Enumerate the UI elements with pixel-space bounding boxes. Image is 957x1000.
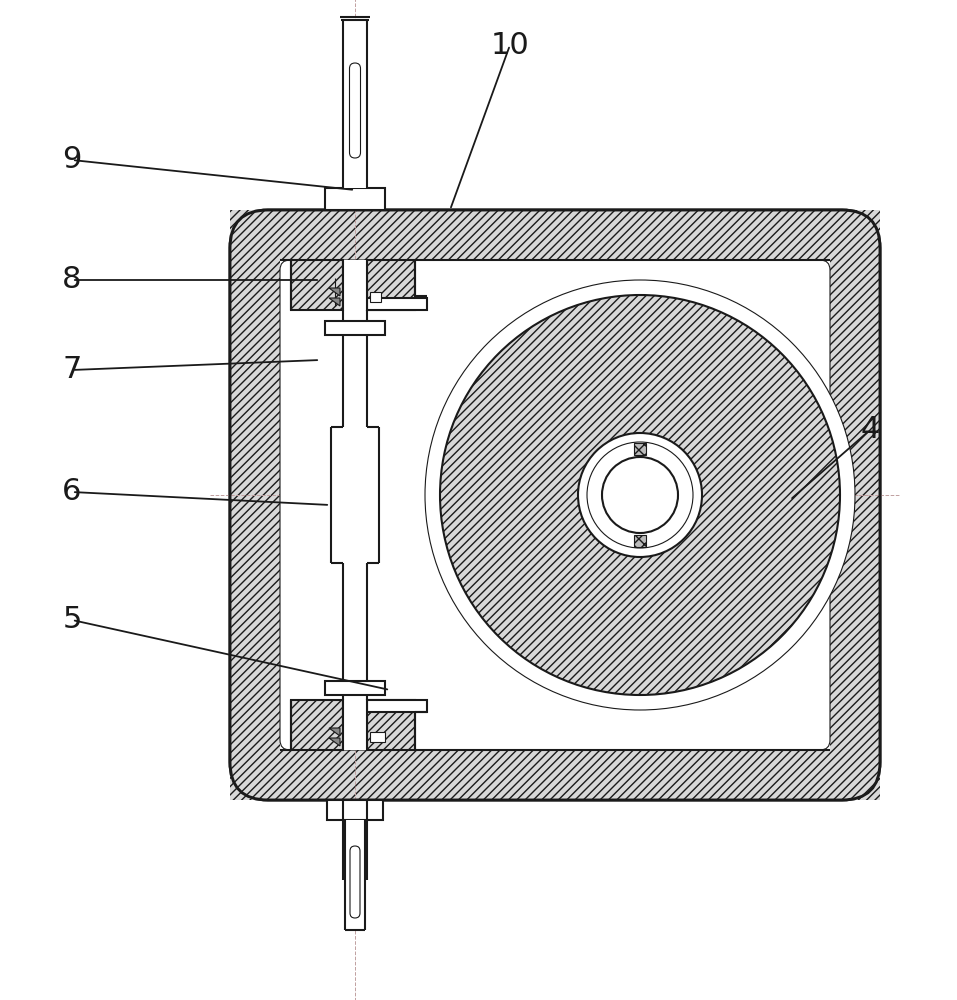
FancyBboxPatch shape xyxy=(230,210,880,800)
Text: 6: 6 xyxy=(62,478,81,506)
FancyBboxPatch shape xyxy=(280,260,830,750)
Bar xyxy=(367,700,415,750)
Bar xyxy=(367,700,415,750)
Bar xyxy=(291,260,343,310)
Bar xyxy=(291,700,343,750)
Polygon shape xyxy=(370,732,385,742)
Bar xyxy=(367,298,427,310)
Bar xyxy=(343,800,367,880)
Bar xyxy=(367,700,427,712)
Bar xyxy=(343,310,367,700)
Bar xyxy=(325,188,385,210)
Text: 4: 4 xyxy=(860,416,879,444)
Bar xyxy=(230,260,280,750)
Bar xyxy=(230,210,880,260)
Text: 10: 10 xyxy=(491,30,529,60)
Bar xyxy=(367,260,415,310)
FancyBboxPatch shape xyxy=(349,63,361,158)
Bar xyxy=(327,800,383,820)
Bar xyxy=(325,681,385,695)
Text: 7: 7 xyxy=(62,356,81,384)
Circle shape xyxy=(425,280,855,710)
Bar xyxy=(343,20,367,188)
Bar xyxy=(343,260,367,310)
Bar xyxy=(345,820,365,930)
Bar xyxy=(634,443,646,455)
Circle shape xyxy=(578,433,702,557)
Bar xyxy=(830,260,880,750)
Bar xyxy=(367,260,415,310)
Bar xyxy=(291,700,343,750)
Circle shape xyxy=(440,295,840,695)
Bar xyxy=(331,427,379,563)
FancyBboxPatch shape xyxy=(350,846,360,918)
Bar xyxy=(291,260,343,310)
Polygon shape xyxy=(329,298,340,306)
Polygon shape xyxy=(370,292,381,302)
Text: 9: 9 xyxy=(62,145,81,174)
Circle shape xyxy=(602,457,678,533)
Bar xyxy=(325,321,385,335)
Polygon shape xyxy=(329,288,340,296)
Bar xyxy=(230,750,880,800)
Bar xyxy=(634,535,646,547)
Polygon shape xyxy=(329,738,340,746)
Text: 5: 5 xyxy=(62,605,81,635)
Polygon shape xyxy=(329,728,340,736)
Text: 8: 8 xyxy=(62,265,81,294)
Bar xyxy=(343,700,367,750)
